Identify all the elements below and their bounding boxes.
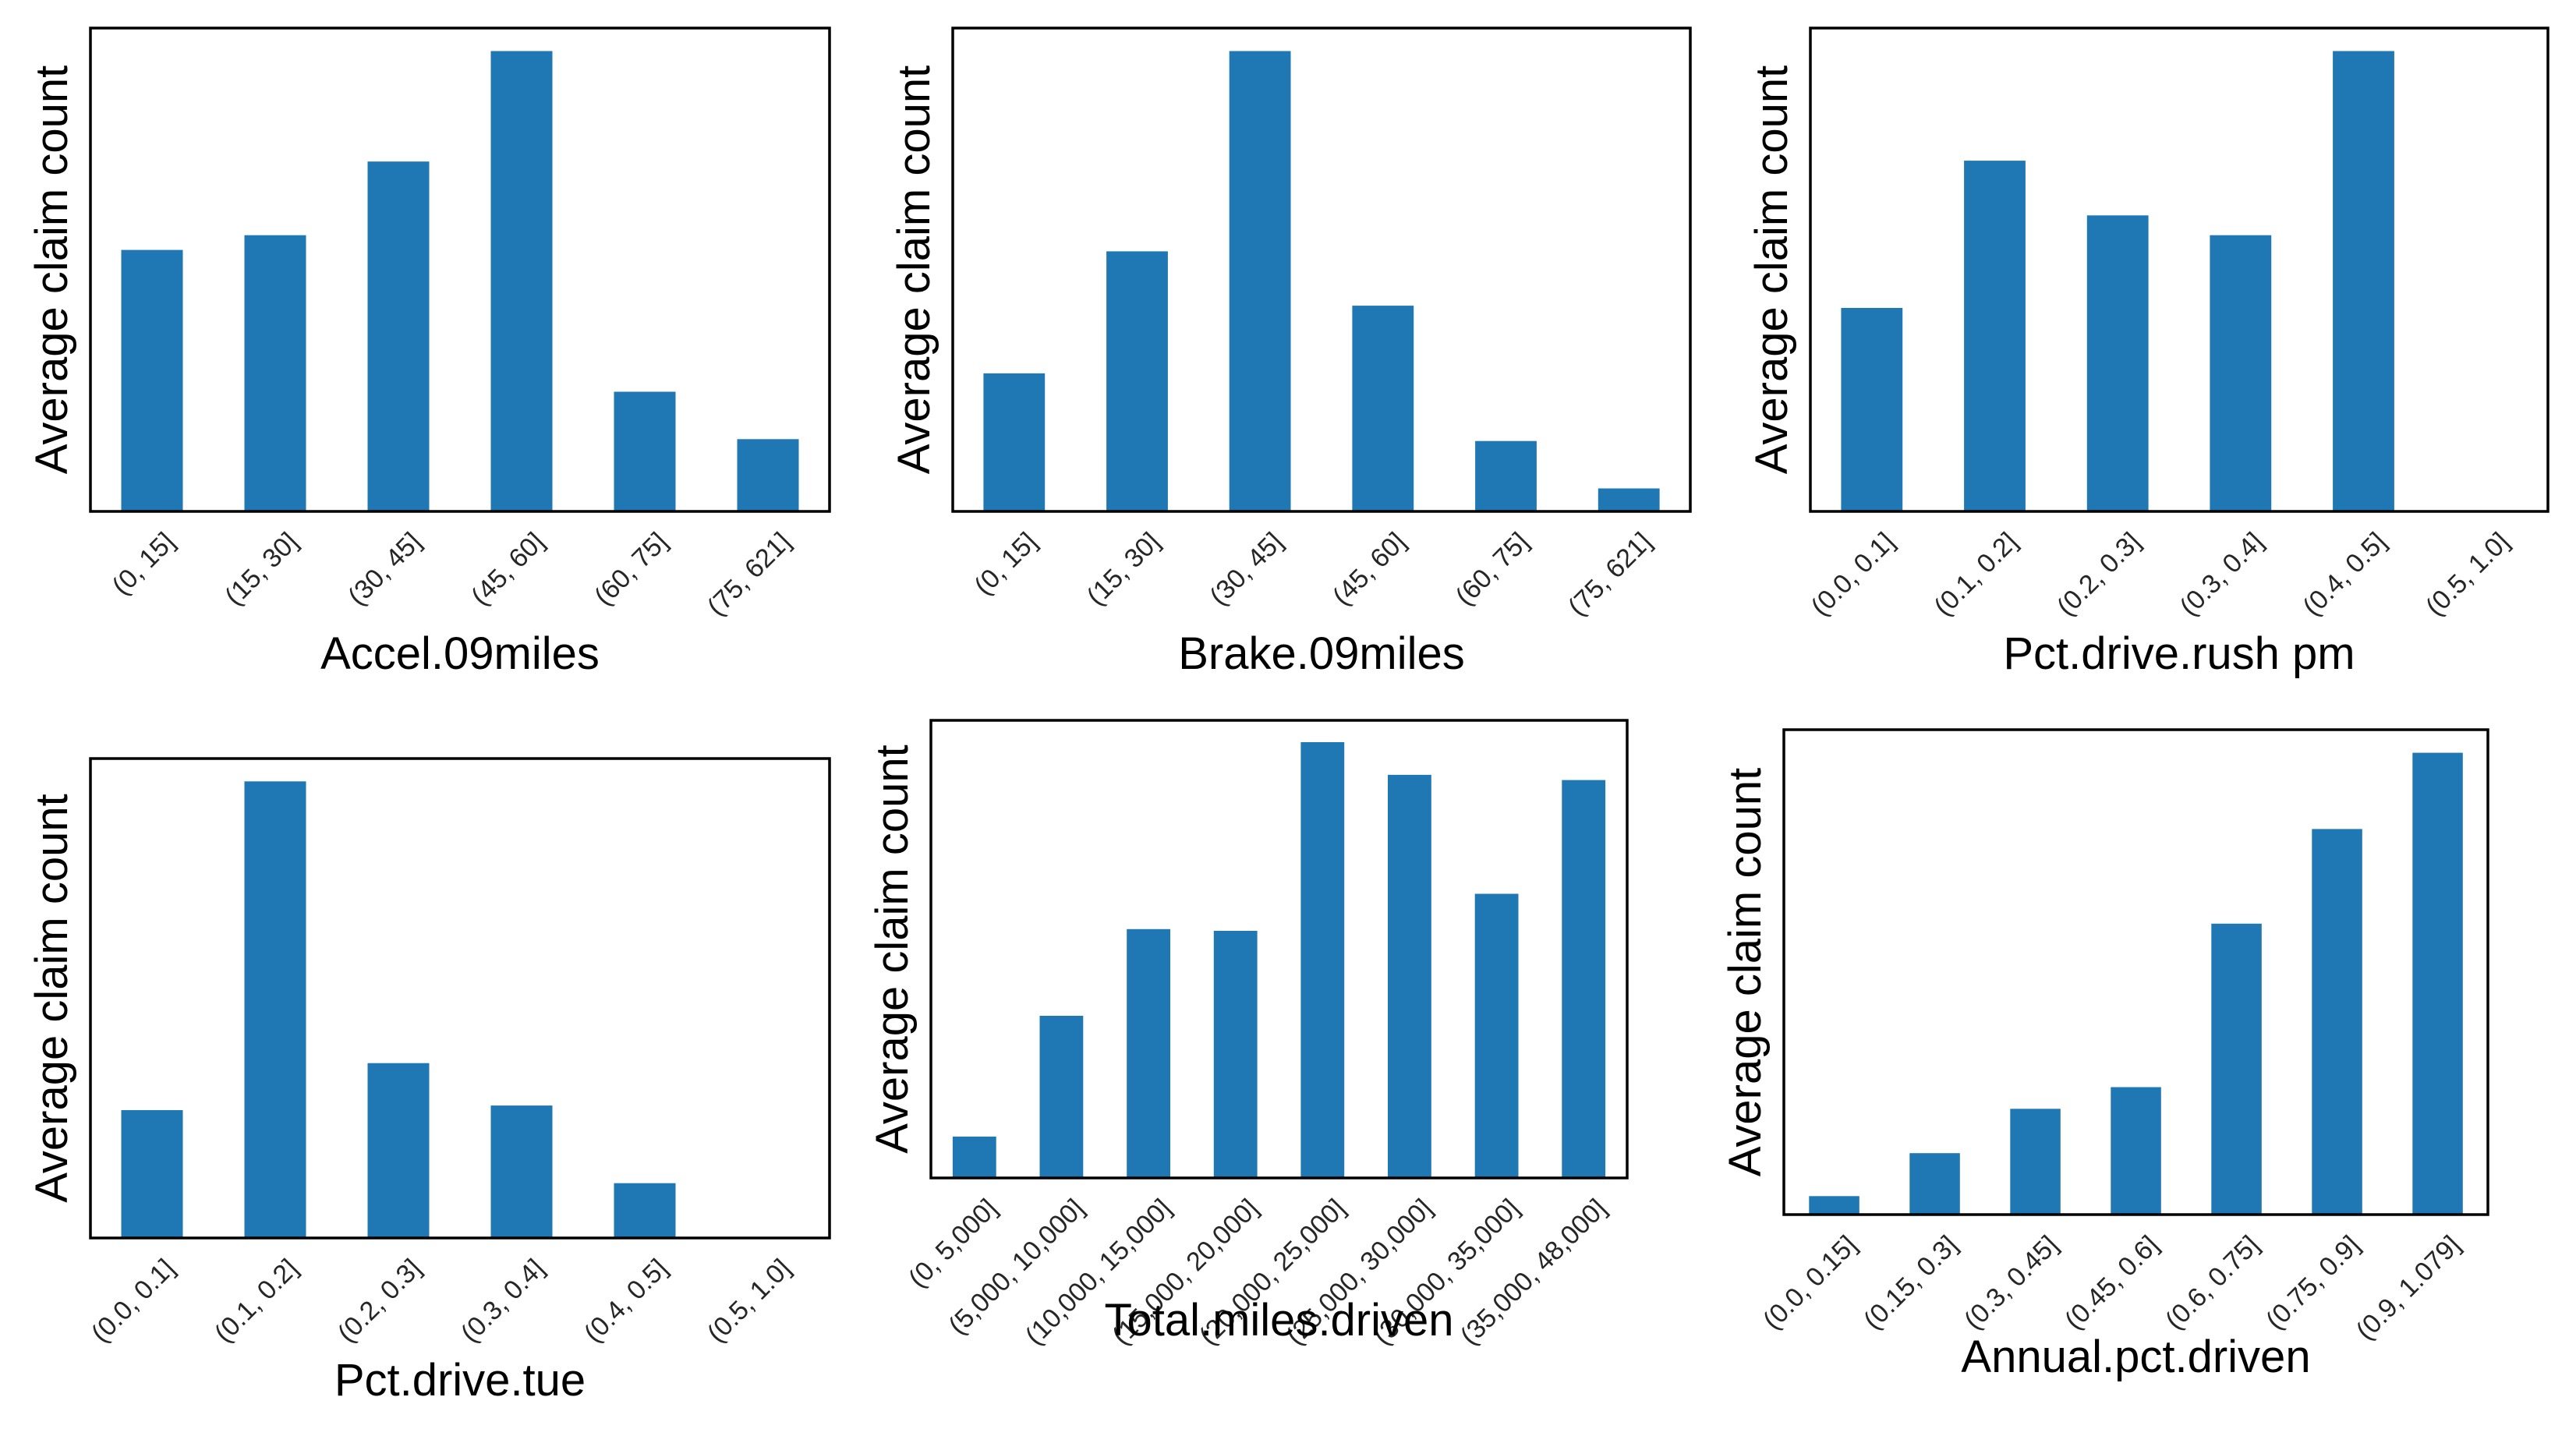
bar-60-75: [1475, 440, 1537, 511]
bar-0-75-0-9: [2312, 829, 2362, 1215]
x-tick-label: (0, 15]: [107, 527, 181, 601]
bar-35-000-48-000: [1562, 780, 1606, 1178]
x-tick-label: (0, 15]: [968, 527, 1042, 601]
x-tick-label: (0.2, 0.3]: [2051, 527, 2146, 622]
x-tick-label: (60, 75]: [589, 527, 673, 611]
x-tick-label: (30, 45]: [1204, 527, 1288, 611]
bar-0-0-0-15: [1809, 1196, 1859, 1215]
bar-0-3-0-4: [490, 1105, 553, 1238]
bar-0-2-0-3: [367, 1063, 430, 1238]
bar-45-60: [490, 51, 553, 511]
x-axis-label: Brake.09miles: [1178, 628, 1464, 679]
bar-30-45: [1229, 51, 1291, 511]
x-tick-label: (0.4, 0.5]: [579, 1254, 674, 1349]
subplot-accel-09miles: (0, 15] (15, 30] (30, 45] (45, 60] (60, 75] (…: [27, 27, 831, 679]
x-tick-label: (0.5, 1.0]: [2420, 527, 2515, 622]
x-tick-label: (30, 45]: [342, 527, 426, 611]
x-tick-label: (15, 30]: [219, 527, 303, 611]
x-tick-label: (45, 60]: [465, 527, 550, 611]
x-tick-label: (0.75, 0.9]: [2260, 1230, 2365, 1335]
bar-25-000-30-000: [1388, 774, 1431, 1178]
x-tick-label: (0.2, 0.3]: [332, 1254, 427, 1349]
x-axis-label: Pct.drive.rush pm: [2003, 628, 2355, 679]
x-axis-label: Annual.pct.driven: [1961, 1332, 2310, 1382]
bar-0-3-0-45: [2010, 1109, 2061, 1215]
bar-15-000-20-000: [1213, 931, 1258, 1178]
bar-5-000-10-000: [1039, 1016, 1084, 1178]
x-tick-label: (0.4, 0.5]: [2297, 527, 2392, 622]
x-tick-label: (45, 60]: [1327, 527, 1411, 611]
x-tick-label: (0.15, 0.3]: [1858, 1230, 1963, 1335]
bar-60-75: [614, 391, 676, 511]
axes-frame: [89, 757, 831, 1240]
x-tick-label: (75, 621]: [1562, 527, 1658, 622]
x-tick-label: (0.0, 0.15]: [1757, 1230, 1863, 1335]
axes-frame: [1809, 27, 2549, 513]
x-tick-label: (0.3, 0.4]: [455, 1254, 550, 1349]
x-tick-label: (0.0, 0.1]: [86, 1254, 181, 1349]
x-tick-label: (0.3, 0.45]: [1959, 1230, 2064, 1335]
bar-0-15: [983, 373, 1046, 511]
x-axis-label: Accel.09miles: [320, 628, 600, 679]
bar-10-000-15-000: [1127, 928, 1170, 1178]
bar-0-6-0-75: [2211, 923, 2262, 1215]
bar-30-000-35-000: [1474, 893, 1519, 1178]
chart-panels: (0, 15] (15, 30] (30, 45] (45, 60] (60, 75] (…: [27, 27, 2549, 1406]
subplot-pct-drive-tue: (0.0, 0.1] (0.1, 0.2] (0.2, 0.3] (0.3, 0.4]…: [27, 757, 831, 1406]
subplot-annual-pct-driven: (0.0, 0.15](0.15, 0.3](0.3, 0.45](0.45, …: [1720, 728, 2489, 1382]
bar-0-2-0-3: [2086, 215, 2149, 511]
x-tick-label: (0.45, 0.6]: [2059, 1230, 2164, 1335]
bar-0-15-0-3: [1909, 1153, 1960, 1215]
y-axis-label: Average claim count: [27, 65, 77, 474]
bar-0-1-0-2: [1964, 161, 2026, 511]
bar-0-4-0-5: [2333, 51, 2394, 511]
bar-15-30: [1106, 251, 1168, 511]
bar-0-15: [121, 249, 183, 511]
axes-frame: [1782, 728, 2489, 1216]
bar-75-621: [737, 439, 799, 511]
bar-0-45-0-6: [2111, 1087, 2161, 1215]
bar-0-9-1-079: [2412, 752, 2463, 1215]
axes-frame: [951, 27, 1692, 513]
x-tick-label: (15, 30]: [1081, 527, 1166, 611]
x-tick-label: (75, 621]: [702, 527, 797, 622]
y-axis-label: Average claim count: [867, 745, 918, 1153]
x-tick-label: (0.3, 0.4]: [2174, 527, 2270, 622]
x-tick-label: (35,000, 48,000]: [1455, 1194, 1612, 1351]
x-tick-label: (0.0, 0.1]: [1806, 527, 1901, 622]
y-axis-label: Average claim count: [1720, 768, 1771, 1176]
x-tick-label: (0.1, 0.2]: [1928, 527, 2023, 622]
x-tick-label: (60, 75]: [1450, 527, 1534, 611]
y-axis-label: Average claim count: [1746, 65, 1797, 474]
bar-45-60: [1352, 306, 1414, 511]
x-tick-label: (0.9, 1.079]: [2351, 1230, 2467, 1346]
bar-15-30: [244, 235, 306, 511]
bar-20-000-25-000: [1300, 742, 1345, 1178]
subplot-brake-09miles: (0, 15] (15, 30] (30, 45] (45, 60] (60, 75] (…: [889, 27, 1692, 679]
bar-0-0-0-1: [1841, 308, 1903, 511]
bar-0-5-000: [952, 1136, 996, 1178]
bar-0-0-0-1: [121, 1110, 183, 1238]
x-axis-label: Pct.drive.tue: [334, 1355, 586, 1406]
bar-0-1-0-2: [244, 781, 306, 1238]
y-axis-label: Average claim count: [27, 794, 77, 1202]
bar-0-4-0-5: [614, 1183, 676, 1238]
axes-frame: [89, 27, 831, 513]
y-axis-label: Average claim count: [889, 65, 939, 474]
x-axis-label: Total.miles.driven: [1104, 1295, 1453, 1346]
subplot-pct-drive-rush-pm: (0.0, 0.1] (0.1, 0.2] (0.2, 0.3] (0.3, 0.4]…: [1746, 27, 2549, 679]
subplot-total-miles-driven: (0, 5,000](5,000, 10,000](10,000, 15,000…: [867, 719, 1629, 1351]
bar-75-621: [1598, 488, 1660, 511]
bar-30-45: [367, 161, 430, 511]
axes-frame: [929, 719, 1629, 1180]
x-tick-label: (0.5, 1.0]: [702, 1254, 797, 1349]
x-tick-label: (0.6, 0.75]: [2160, 1230, 2265, 1335]
bar-0-3-0-4: [2210, 235, 2272, 511]
x-tick-label: (0.1, 0.2]: [209, 1254, 304, 1349]
